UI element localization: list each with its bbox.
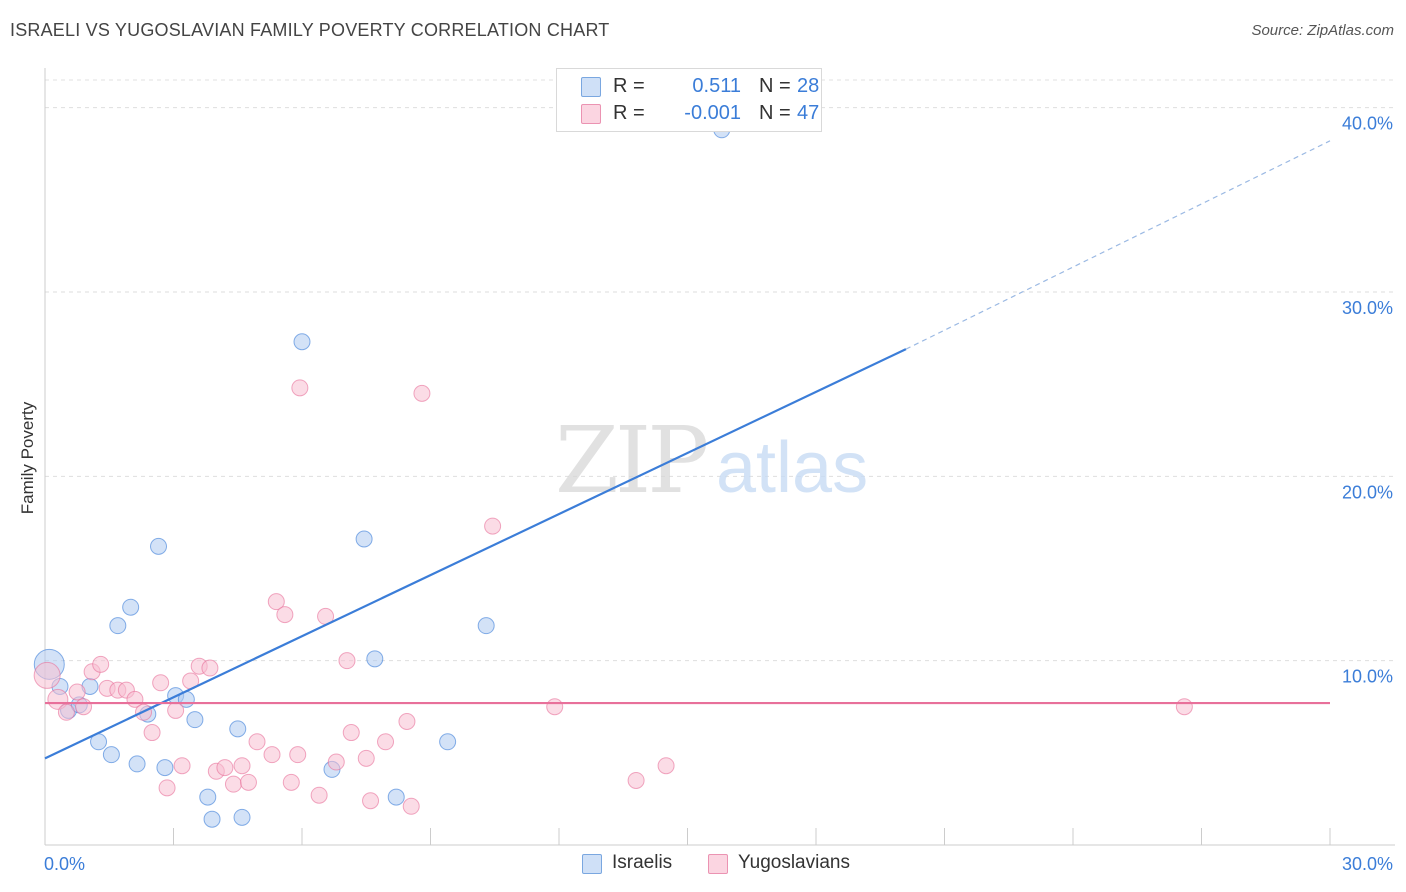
point-yugoslavians <box>143 724 161 742</box>
point-yugoslavians <box>338 652 356 670</box>
y-axis-label: Family Poverty <box>18 401 37 515</box>
point-israelis <box>109 617 127 635</box>
point-yugoslavians <box>310 786 328 804</box>
point-yugoslavians <box>158 779 176 797</box>
y-tick-label: 30.0% <box>1342 298 1393 318</box>
point-israelis <box>439 733 457 751</box>
legend-label-israelis: Israelis <box>612 852 673 873</box>
trend-line-israelis-extension <box>905 140 1331 350</box>
point-yugoslavians <box>57 703 75 721</box>
point-israelis <box>128 755 146 773</box>
point-israelis <box>355 530 373 548</box>
point-yugoslavians <box>282 773 300 791</box>
yugoslavians-swatch <box>708 854 728 874</box>
legend-n-label: N = <box>759 102 791 124</box>
legend-r-value: -0.001 <box>684 102 741 124</box>
point-yugoslavians <box>167 701 185 719</box>
point-yugoslavians <box>224 775 242 793</box>
chart-title: ISRAELI VS YUGOSLAVIAN FAMILY POVERTY CO… <box>10 20 610 40</box>
point-israelis <box>477 617 495 635</box>
watermark-zip: ZIP <box>555 407 706 514</box>
point-yugoslavians <box>173 757 191 775</box>
watermark-atlas: atlas <box>716 428 868 508</box>
point-yugoslavians <box>413 384 431 402</box>
point-israelis <box>102 746 120 764</box>
points <box>33 121 1193 828</box>
point-yugoslavians <box>342 724 360 742</box>
legend-n-value: 47 <box>797 102 820 124</box>
point-yugoslavians <box>248 733 266 751</box>
point-israelis <box>203 810 221 828</box>
series-legend: Israelis Yugoslavians <box>0 852 1406 878</box>
y-tick-label: 10.0% <box>1342 667 1393 687</box>
point-yugoslavians <box>484 517 502 535</box>
trend-line-israelis <box>44 348 907 760</box>
point-yugoslavians <box>546 698 564 716</box>
correlation-legend: R = 0.511 N = 28 R = -0.001 N = 47 <box>556 68 822 132</box>
legend-n-label: N = <box>759 75 791 97</box>
tick-labels: 10.0% 20.0% 30.0% 40.0% 0.0% 30.0% <box>44 114 1393 874</box>
axes <box>44 68 1395 846</box>
point-yugoslavians <box>377 733 395 751</box>
legend-r-label: R = <box>613 102 645 124</box>
point-yugoslavians <box>398 712 416 730</box>
x-tick-label: 30.0% <box>1342 854 1393 874</box>
yugoslavians-swatch <box>581 104 601 124</box>
point-yugoslavians <box>263 746 281 764</box>
point-yugoslavians <box>75 698 93 716</box>
point-yugoslavians <box>402 797 420 815</box>
point-yugoslavians <box>47 688 69 710</box>
watermark: ZIP atlas <box>555 407 868 514</box>
point-israelis <box>156 759 174 777</box>
point-yugoslavians <box>68 683 86 701</box>
point-yugoslavians <box>152 674 170 692</box>
legend-r-label: R = <box>613 75 645 97</box>
point-yugoslavians <box>357 749 375 767</box>
point-israelis <box>122 598 140 616</box>
legend-r-value: 0.511 <box>692 75 741 97</box>
point-yugoslavians <box>92 655 110 673</box>
point-yugoslavians <box>239 773 257 791</box>
point-yugoslavians <box>291 379 309 397</box>
point-yugoslavians <box>327 753 345 771</box>
point-yugoslavians <box>233 757 251 775</box>
point-yugoslavians <box>627 771 645 789</box>
point-yugoslavians <box>33 661 61 689</box>
point-yugoslavians <box>657 757 675 775</box>
point-israelis <box>233 808 251 826</box>
point-israelis <box>229 720 247 738</box>
israelis-swatch <box>581 77 601 97</box>
y-tick-label: 20.0% <box>1342 482 1393 502</box>
source-label: Source: ZipAtlas.com <box>1251 22 1394 39</box>
legend-n-value: 28 <box>797 75 820 97</box>
point-israelis <box>366 650 384 668</box>
point-yugoslavians <box>267 593 285 611</box>
point-yugoslavians <box>201 659 219 677</box>
point-yugoslavians <box>1175 698 1193 716</box>
point-israelis <box>387 788 405 806</box>
israelis-swatch <box>582 854 602 874</box>
x-tick-label: 0.0% <box>44 854 85 874</box>
y-tick-label: 40.0% <box>1342 114 1393 134</box>
point-yugoslavians <box>362 792 380 810</box>
point-yugoslavians <box>216 759 234 777</box>
legend-label-yugoslavians: Yugoslavians <box>738 852 850 873</box>
point-yugoslavians <box>276 606 294 624</box>
point-israelis <box>150 537 168 555</box>
trend-lines <box>44 140 1331 760</box>
point-yugoslavians <box>289 746 307 764</box>
point-israelis <box>186 711 204 729</box>
grid <box>45 79 1395 662</box>
point-israelis <box>199 788 217 806</box>
point-israelis <box>293 333 311 351</box>
